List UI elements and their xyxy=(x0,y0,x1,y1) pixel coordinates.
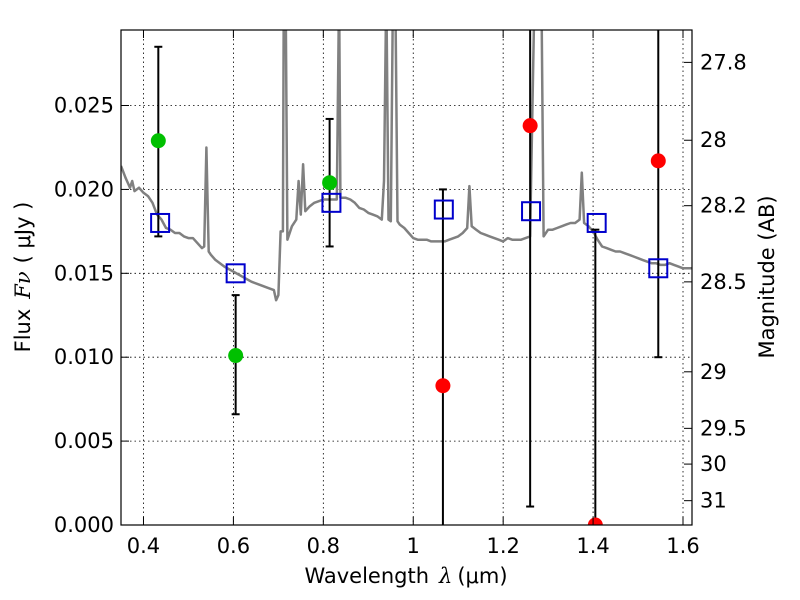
observed-point xyxy=(522,118,538,134)
x-axis-label: Wavelength λ (μm) xyxy=(304,564,507,588)
y2-tick-label: 31 xyxy=(700,489,727,513)
y-tick-label: 0.015 xyxy=(54,261,114,285)
model-point xyxy=(225,263,246,284)
y-tick-label: 0.005 xyxy=(54,429,114,453)
spectrum-line xyxy=(121,30,692,302)
grid xyxy=(121,30,692,526)
model-point xyxy=(150,212,171,233)
y2-tick-label: 28 xyxy=(700,128,727,152)
x-tick-label: 1.6 xyxy=(666,534,699,558)
ticks: 0.4 0.6 0.8 1 1.2 1.4 1.6 0.000 0.005 0.010 0.015 0… xyxy=(54,30,747,558)
model-point xyxy=(433,199,454,220)
observed-point xyxy=(650,153,666,169)
data-area xyxy=(121,30,692,525)
model-point xyxy=(648,258,669,279)
observed-point xyxy=(150,133,166,149)
plot-frame xyxy=(120,29,693,526)
plot-background xyxy=(121,30,692,525)
observed-point xyxy=(587,517,603,525)
y2-axis-label: Magnitude (AB) xyxy=(755,195,779,358)
y-tick-label: 0.020 xyxy=(54,177,114,201)
y-axis-label: FluxFν( μJy ) xyxy=(11,202,35,353)
model-point xyxy=(586,212,607,233)
x-tick-label: 1.2 xyxy=(486,534,519,558)
observed-point xyxy=(228,348,244,364)
y2-tick-label: 28.5 xyxy=(700,270,747,294)
x-tick-label: 1 xyxy=(407,534,420,558)
y2-tick-label: 29 xyxy=(700,360,727,384)
y2-tick-label: 29.5 xyxy=(700,416,747,440)
x-tick-label: 0.6 xyxy=(217,534,250,558)
x-tick-label: 1.4 xyxy=(576,534,609,558)
y-tick-label: 0.010 xyxy=(54,345,114,369)
model-point xyxy=(321,192,342,213)
y2-tick-label: 28.2 xyxy=(700,194,747,218)
observed-point xyxy=(435,378,451,394)
observed-point xyxy=(322,175,338,191)
y-tick-label: 0.025 xyxy=(54,94,114,118)
model-point xyxy=(521,201,542,222)
x-tick-label: 0.4 xyxy=(127,534,160,558)
x-tick-label: 0.8 xyxy=(307,534,340,558)
y-tick-label: 0.000 xyxy=(54,513,114,537)
y2-tick-label: 30 xyxy=(700,452,727,476)
y2-tick-label: 27.8 xyxy=(700,50,747,74)
